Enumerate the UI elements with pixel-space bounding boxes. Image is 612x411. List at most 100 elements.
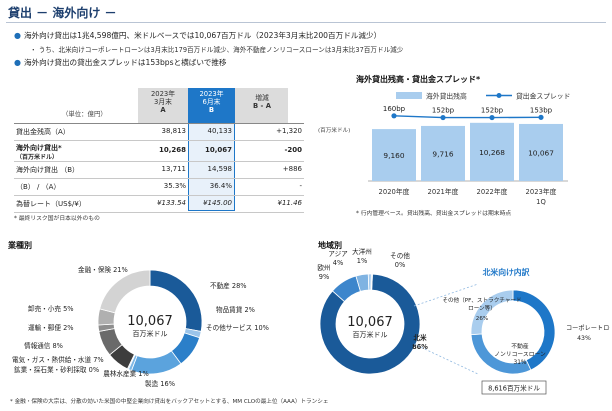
industry-slice-label: 金融・保険 21% (78, 265, 128, 274)
cell-a: 38,813 (161, 127, 187, 135)
region-slice-label: 0% (395, 261, 405, 269)
row-label: （B） / （A） (16, 183, 61, 191)
table-top-rule (14, 123, 304, 124)
cell-b: 36.4% (209, 182, 232, 190)
table-row: （B） / （A） 35.3% 36.4% - (14, 178, 304, 196)
industry-footnote: * 金融・保険の大宗は、分散の効いた米国の中堅企業向け貸出をバックアセットとする… (10, 399, 329, 405)
na-title: 北米向け内訳 (483, 267, 530, 277)
na-slice-label: 43% (577, 335, 591, 342)
donut-slice (370, 273, 373, 291)
legend-bar-label: 海外貸出残高 (426, 92, 467, 101)
cell-a: 10,268 (158, 146, 186, 154)
cell-c: +1,320 (276, 127, 302, 135)
col-header-c: 増減 B - A (253, 94, 271, 110)
table-row: 為替レート（US$/¥） ¥133.54 ¥145.00 ¥11.46 (14, 195, 304, 213)
na-slice-label: ノンリコースローン (494, 351, 546, 358)
region-slice-label: 86% (412, 343, 428, 351)
bar-value-label: 10,067 (528, 148, 554, 157)
spread-point (391, 113, 397, 119)
region-center-value: 10,067 (347, 315, 393, 330)
page-title: 貸出 － 海外向け － (8, 6, 117, 20)
donut-slice (470, 289, 514, 336)
bar (421, 125, 465, 181)
industry-slice-label: 電気・ガス・熱供給・水道 7% (12, 355, 104, 364)
spread-value-label: 152bp (432, 107, 455, 115)
industry-slice-label: 卸売・小売 5% (28, 304, 74, 313)
industry-slice-label: 製造 16% (145, 379, 175, 388)
region-center-unit: 百万米ドル (353, 330, 388, 339)
x-tick-label: 2023年度 (526, 187, 557, 196)
cell-c: - (299, 182, 302, 190)
row-label: 貸出金残高（A） (16, 128, 70, 136)
na-slice-label: コーポレートローン (566, 324, 610, 332)
region-slice-label: その他 (390, 251, 410, 260)
bullet-2-text: 海外向け貸出の貸出金スプレッドは153bpsと横ばいで推移 (23, 58, 227, 67)
cell-c: -200 (284, 146, 302, 154)
region-slice-label: 北米 (413, 333, 427, 342)
industry-slice-label: 運輸・郵便 2% (28, 323, 74, 332)
donut-slice (319, 273, 421, 375)
cell-b: ¥145.00 (203, 199, 232, 207)
industry-slice-label: 農林水産業 1% (103, 369, 149, 378)
industry-title: 業種別 (8, 241, 32, 250)
balance-chart-footnote: * 行内管理ベース。貸出残高、貸出金スプレッドは期末時点 (356, 211, 512, 217)
spread-point (489, 114, 495, 121)
spread-value-label: 153bp (530, 106, 553, 114)
y-unit-label: (百万米ドル) (318, 126, 350, 134)
cell-a: ¥133.54 (157, 199, 186, 207)
region-slice-label: 9% (319, 273, 329, 281)
na-total-label: 8,616百万米ドル (488, 384, 540, 393)
row-label: 為替レート（US$/¥） (16, 200, 86, 208)
cell-c: ¥11.46 (277, 199, 303, 207)
bar (470, 122, 514, 181)
x-tick-label: 2022年度 (477, 187, 508, 196)
bar-value-label: 10,268 (479, 148, 505, 157)
legend-line-marker (496, 93, 502, 98)
cell-a: 13,711 (161, 165, 187, 173)
table-row: 貸出金残高（A） 38,813 40,133 +1,320 (14, 123, 304, 141)
cell-a: 35.3% (163, 182, 186, 190)
region-slice-label: 1% (357, 257, 367, 265)
col-header-b: 2023年 6月末 B (199, 90, 224, 114)
industry-slice-label: 情報通信 8% (24, 341, 63, 350)
x-tick-label: 2020年度 (379, 187, 410, 196)
row-label: 海外向け貸出 （B） (16, 166, 80, 174)
spread-point (538, 114, 544, 120)
balance-chart-title: 海外貸出残高・貸出金スプレッド* (356, 75, 481, 84)
region-slice-label: 4% (333, 259, 343, 267)
bar-value-label: 9,716 (432, 149, 453, 158)
na-slice-label: ローン等） (468, 304, 496, 312)
table-header-selected (188, 88, 235, 123)
col-header-a: 2023年 3月末 A (150, 90, 176, 114)
balance-chart: 海外貸出残高 貸出金スプレッド (百万米ドル) 9,160 9,716 10,268 10,… (318, 92, 570, 207)
industry-center-unit: 百万米ドル (133, 329, 168, 338)
industry-slice-label: 物品賃貸 2% (216, 305, 255, 314)
sub-bullet: ・ うち、北米向けコーポレートローンは3月末比179百万ドル減少、海外不動産ノン… (30, 46, 404, 54)
na-slice-label: その他（PF、ストラクチャード (442, 296, 521, 304)
table-row: 海外向け貸出 （B） 13,711 14,598 +886 (14, 161, 304, 179)
connector-line (413, 283, 479, 307)
spread-value-label: 160bp (383, 105, 406, 113)
bar (372, 129, 416, 181)
spread-value-label: 152bp (481, 107, 504, 115)
cell-c: +886 (282, 165, 302, 173)
donut-slice (99, 269, 151, 314)
bullet-1: ● 海外向け貸出は1兆4,598億円、米ドルベースでは10,067百万ドル（202… (14, 30, 381, 41)
industry-slice-label: 鉱業・採石業・砂利採取 0% (14, 365, 99, 374)
table-row: 海外向け貸出* （百万米ドル） 10,268 10,067 -200 (14, 140, 304, 162)
title-divider (6, 22, 606, 23)
legend-line-label: 貸出金スプレッド (516, 92, 570, 101)
na-total-box (481, 380, 547, 395)
table-body: 貸出金残高（A） 38,813 40,133 +1,320 海外向け貸出* （百万米ドル）… (14, 123, 304, 213)
table-footnote: * 最終リスク国が日本以外のもの (14, 216, 100, 222)
bar-value-label: 9,160 (383, 151, 404, 160)
x-tick-label: 2021年度 (428, 187, 459, 196)
region-slice-label: 欧州 (317, 263, 330, 272)
bullet-2: ● 海外向け貸出の貸出金スプレッドは153bpsと横ばいで推移 (14, 57, 227, 68)
na-slice-label: 不動産 (511, 342, 529, 350)
na-slice-label: 31% (514, 360, 527, 366)
legend-bar-swatch (396, 92, 422, 99)
spread-point (440, 114, 446, 121)
region-title: 地域別 (318, 241, 342, 250)
